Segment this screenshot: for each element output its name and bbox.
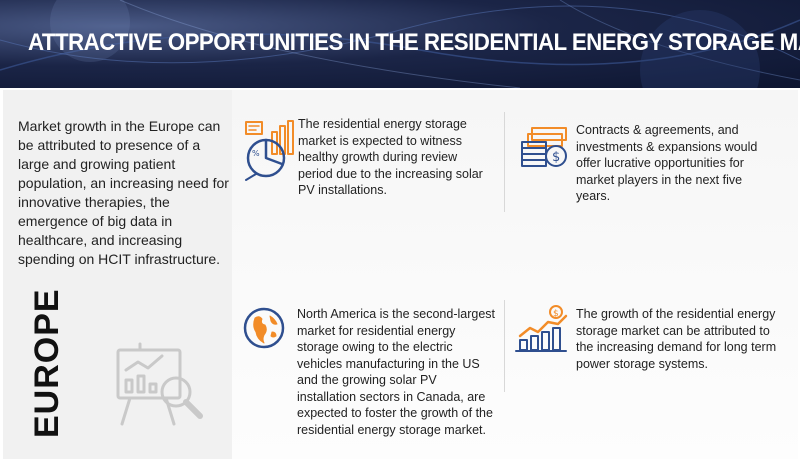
- globe-icon: [243, 307, 285, 349]
- svg-text:$: $: [552, 150, 560, 165]
- card-4-text: The growth of the residential energy sto…: [576, 307, 777, 371]
- card-2-text: Contracts & agreements, and investments …: [576, 123, 758, 203]
- growth-bar-chart-icon: $: [515, 305, 568, 352]
- page-title: ATTRACTIVE OPPORTUNITIES IN THE RESIDENT…: [28, 29, 800, 56]
- header-banner: ATTRACTIVE OPPORTUNITIES IN THE RESIDENT…: [0, 0, 800, 88]
- money-dollar-icon: $: [521, 127, 567, 167]
- divider-top: [504, 112, 505, 212]
- presentation-chart-magnifier-icon: [116, 342, 203, 426]
- divider-bottom: [504, 300, 505, 392]
- right-panel: [232, 90, 798, 459]
- region-label: EUROPE: [28, 288, 66, 438]
- svg-text:$: $: [553, 309, 559, 319]
- header-background-lines: [0, 0, 800, 88]
- left-description: Market growth in the Europe can be attri…: [18, 118, 229, 267]
- svg-text:%: %: [252, 149, 260, 158]
- report-pie-chart-icon: %: [245, 120, 294, 181]
- card-1-text: The residential energy storage market is…: [298, 117, 483, 197]
- card-3-text: North America is the second-largest mark…: [297, 307, 496, 437]
